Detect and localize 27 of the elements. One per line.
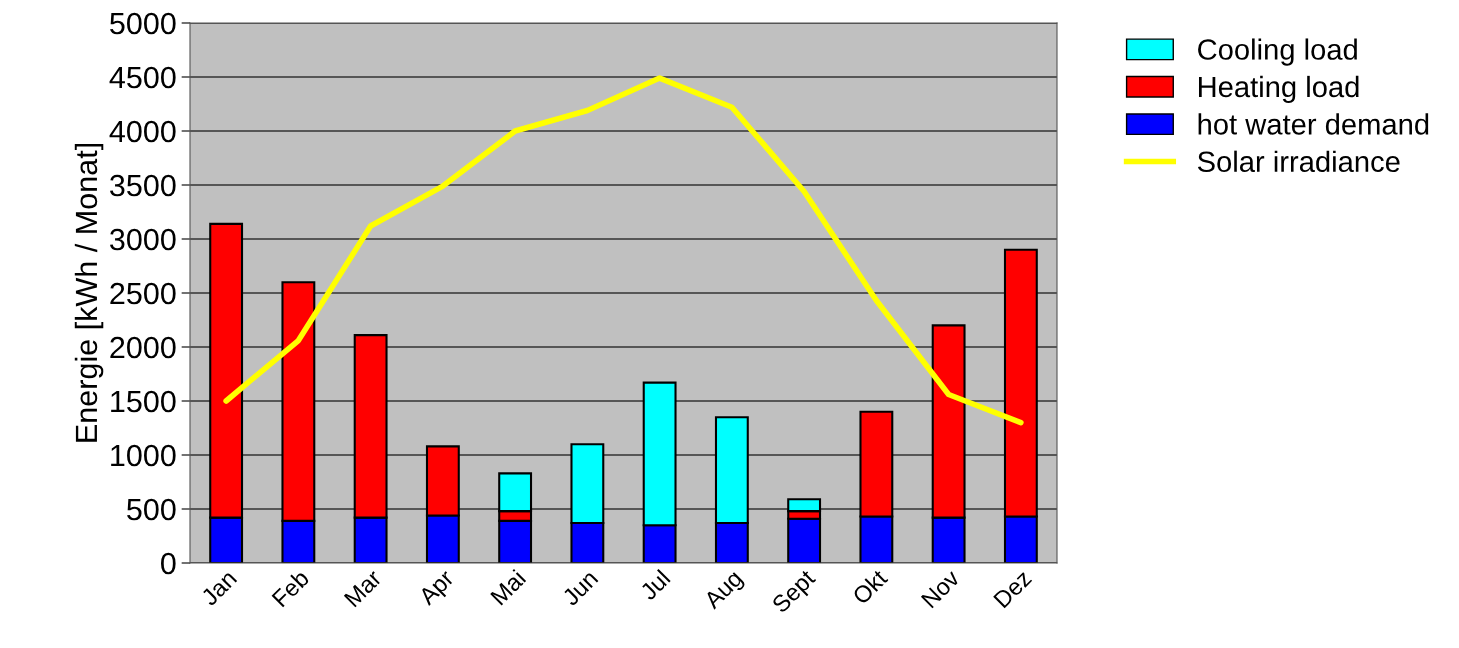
y-tick-label: 0 <box>161 552 176 575</box>
y-tick-label: 2500 <box>110 282 176 305</box>
y-tick-label: 1000 <box>111 444 176 467</box>
x-tick-label: Okt <box>851 567 889 606</box>
x-tick-label: Aug <box>702 569 747 614</box>
x-tick-label: Dez <box>993 569 1033 609</box>
y-tick-label: 4500 <box>109 66 176 89</box>
x-tick-label: Jun <box>561 569 599 607</box>
x-tick-label: Apr <box>417 568 459 610</box>
legend-label: Solar irradiance <box>1197 150 1400 173</box>
y-tick-label: 500 <box>127 498 176 521</box>
y-tick-label: 4000 <box>109 120 176 143</box>
legend-label: Cooling load <box>1198 38 1357 66</box>
y-tick-label: 1500 <box>111 390 176 413</box>
x-tick-label: Jan <box>200 569 238 607</box>
x-tick-label: Mar <box>343 568 383 608</box>
x-tick-label: Mai <box>489 568 527 606</box>
x-tick-label: Feb <box>270 568 310 608</box>
y-tick-label: 5000 <box>110 12 176 35</box>
y-tick-label: 3500 <box>110 174 176 197</box>
y-tick-label: 2000 <box>110 336 176 359</box>
y-tick-label: 3000 <box>110 228 176 251</box>
x-tick-label: Nov <box>920 568 961 609</box>
legend-label: hot water demand <box>1198 113 1429 135</box>
x-tick-label: Jul <box>638 568 671 602</box>
y-axis-title: Energie [kWh / Monat] <box>74 144 104 442</box>
legend-label: Heating load <box>1198 75 1359 104</box>
